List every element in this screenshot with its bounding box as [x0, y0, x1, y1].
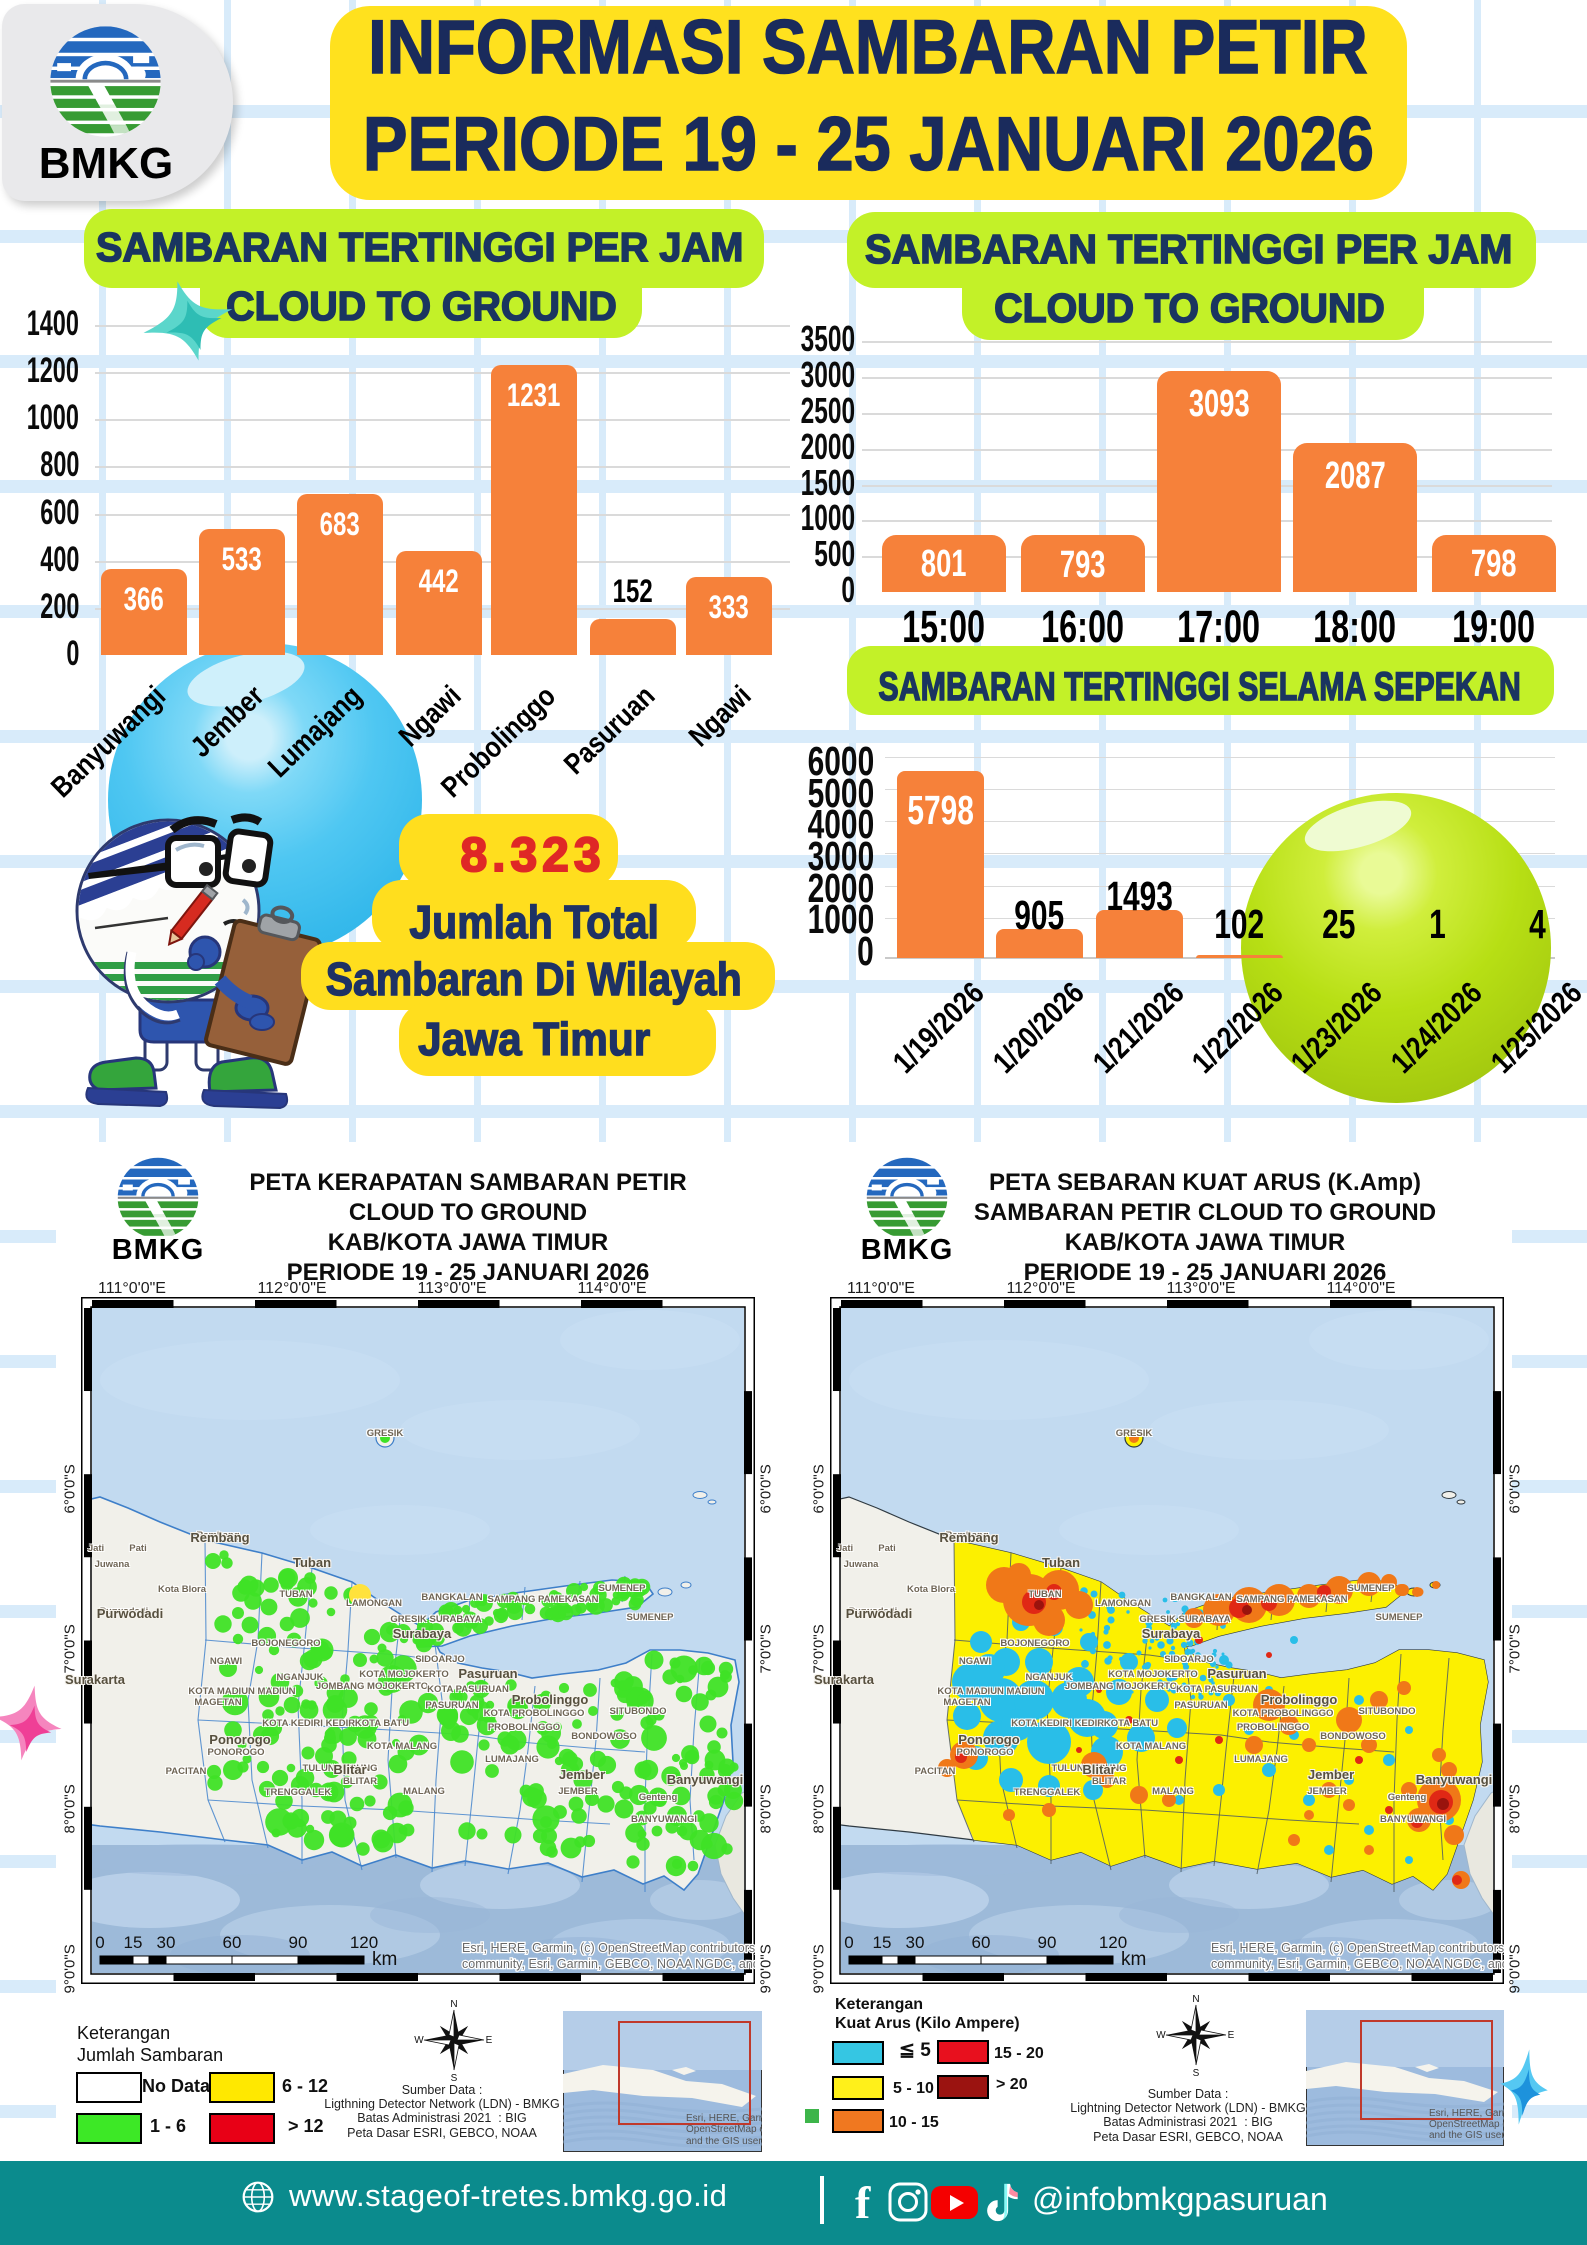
svg-text:Esri, HERE, Garmin, (c) OpenSt: Esri, HERE, Garmin, (c) OpenStreetMap co… [1211, 1941, 1504, 1955]
svg-text:W: W [1156, 2030, 1166, 2041]
svg-text:E: E [486, 2035, 493, 2046]
svg-text:and the GIS user community: and the GIS user community [686, 2136, 762, 2147]
svg-text:60: 60 [223, 1933, 242, 1952]
svg-text:and the GIS user community: and the GIS user community [1429, 2130, 1504, 2141]
svg-text:0: 0 [844, 1933, 853, 1952]
svg-text:60: 60 [972, 1933, 991, 1952]
svg-text:90: 90 [289, 1933, 308, 1952]
svg-text:Esri, HERE, Garmin, (c): Esri, HERE, Garmin, (c) [1429, 2108, 1504, 2119]
svg-text:30: 30 [157, 1933, 176, 1952]
svg-text:30: 30 [906, 1933, 925, 1952]
svg-text:0: 0 [95, 1933, 104, 1952]
svg-text:E: E [1228, 2030, 1235, 2041]
svg-text:15: 15 [124, 1933, 143, 1952]
svg-text:OpenStreetMap contributors,: OpenStreetMap contributors, [686, 2124, 762, 2135]
svg-text:W: W [414, 2035, 424, 2046]
svg-text:S: S [451, 2073, 458, 2084]
svg-text:community, Esri, Garmin, GEBCO: community, Esri, Garmin, GEBCO, NOAA NGD… [462, 1957, 755, 1971]
svg-text:km: km [372, 1949, 397, 1970]
svg-text:15: 15 [873, 1933, 892, 1952]
svg-text:N: N [1192, 1994, 1199, 2005]
svg-text:Esri, HERE, Garmin, (c): Esri, HERE, Garmin, (c) [686, 2113, 762, 2124]
svg-text:120: 120 [350, 1933, 378, 1952]
svg-text:OpenStreetMap contributors,: OpenStreetMap contributors, [1429, 2119, 1504, 2130]
svg-text:N: N [450, 1999, 457, 2010]
svg-text:S: S [1193, 2068, 1200, 2079]
svg-text:Esri, HERE, Garmin, (c) OpenSt: Esri, HERE, Garmin, (c) OpenStreetMap co… [462, 1941, 755, 1955]
svg-text:90: 90 [1038, 1933, 1057, 1952]
svg-text:community, Esri, Garmin, GEBCO: community, Esri, Garmin, GEBCO, NOAA NGD… [1211, 1957, 1504, 1971]
svg-text:120: 120 [1099, 1933, 1127, 1952]
svg-text:km: km [1121, 1949, 1146, 1970]
